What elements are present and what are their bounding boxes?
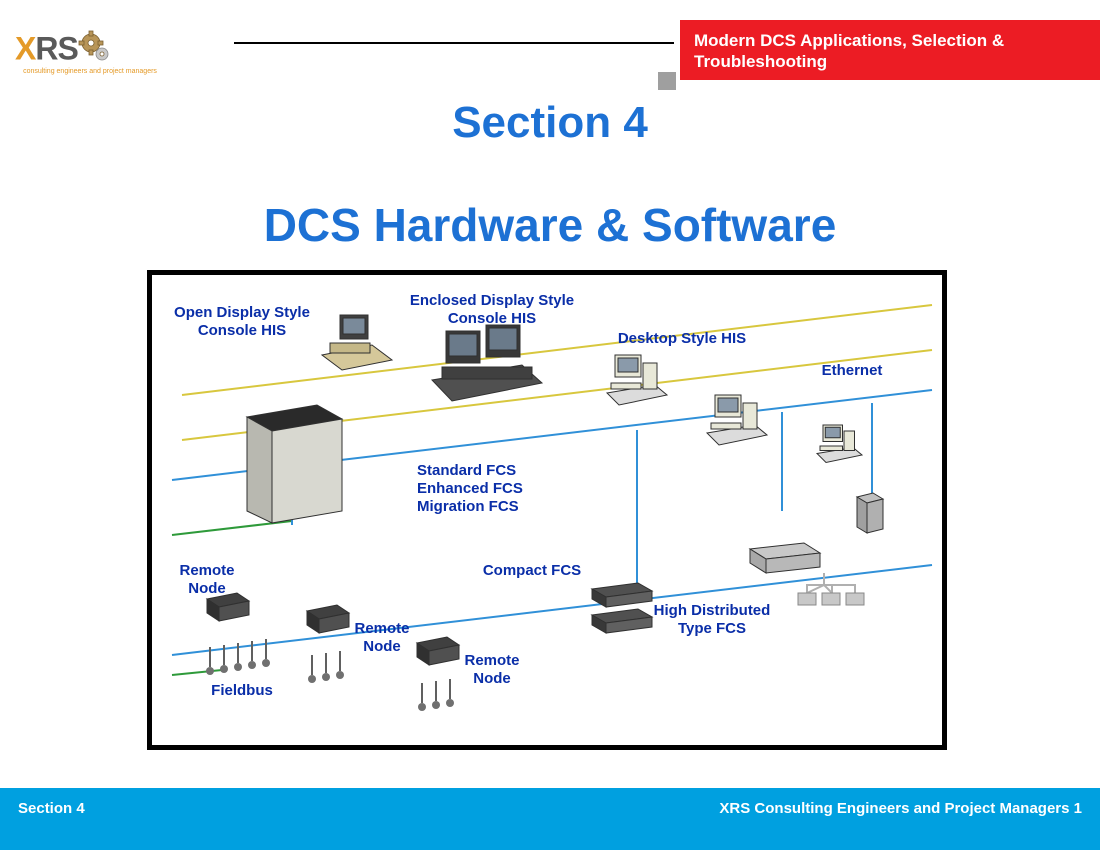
footer-right: XRS Consulting Engineers and Project Man…: [719, 800, 1082, 817]
network-diagram: Open Display StyleConsole HISEnclosed Di…: [147, 270, 947, 750]
svg-text:Migration FCS: Migration FCS: [417, 498, 519, 515]
node-open_console: [322, 315, 392, 370]
header-banner: Modern DCS Applications, Selection & Tro…: [680, 20, 1100, 80]
svg-text:Remote: Remote: [354, 620, 409, 637]
svg-text:Console HIS: Console HIS: [448, 310, 536, 327]
svg-text:Fieldbus: Fieldbus: [211, 682, 273, 699]
svg-text:Console HIS: Console HIS: [198, 322, 286, 339]
svg-text:Node: Node: [363, 638, 401, 655]
node-desktop_small: [817, 425, 862, 463]
node-module: [846, 593, 864, 605]
logo-rs: RS: [35, 30, 77, 66]
node-remote_node: [417, 637, 459, 665]
node-module: [798, 593, 816, 605]
svg-text:Desktop Style HIS: Desktop Style HIS: [618, 330, 746, 347]
gear-icon: [78, 30, 112, 72]
node-desktop: [607, 355, 667, 405]
header-accent-box: [658, 72, 676, 90]
node-compact_fcs: [592, 609, 652, 633]
node-fcs_cabinet: [247, 405, 342, 523]
node-remote_node: [307, 605, 349, 633]
node-compact_fcs: [592, 583, 652, 607]
footer: Section 4 XRS Consulting Engineers and P…: [0, 788, 1100, 850]
node-remote_node: [207, 593, 249, 621]
diagram-svg: Open Display StyleConsole HISEnclosed Di…: [152, 275, 942, 745]
node-module: [822, 593, 840, 605]
footer-left: Section 4: [18, 800, 85, 817]
svg-text:Enhanced FCS: Enhanced FCS: [417, 480, 523, 497]
svg-text:Node: Node: [473, 670, 511, 687]
svg-text:Compact FCS: Compact FCS: [483, 562, 581, 579]
svg-text:Remote: Remote: [179, 562, 234, 579]
header-rule: [234, 42, 674, 44]
node-high_dist: [750, 543, 820, 573]
svg-text:Ethernet: Ethernet: [822, 362, 883, 379]
page-title: DCS Hardware & Software: [0, 198, 1100, 252]
node-tower_small: [857, 493, 883, 533]
svg-text:Enclosed Display Style: Enclosed Display Style: [410, 292, 574, 309]
svg-text:Remote: Remote: [464, 652, 519, 669]
logo-subtitle: consulting engineers and project manager…: [15, 68, 165, 75]
node-desktop: [707, 395, 767, 445]
svg-text:Node: Node: [188, 580, 226, 597]
svg-text:Type FCS: Type FCS: [678, 620, 746, 637]
svg-text:Open Display Style: Open Display Style: [174, 304, 310, 321]
section-label: Section 4: [0, 98, 1100, 148]
logo: XRS consulting engineers and project man…: [15, 30, 165, 90]
svg-text:Standard FCS: Standard FCS: [417, 462, 516, 479]
svg-text:High Distributed: High Distributed: [654, 602, 771, 619]
node-enclosed_console: [432, 325, 542, 401]
logo-x: X: [15, 30, 35, 66]
